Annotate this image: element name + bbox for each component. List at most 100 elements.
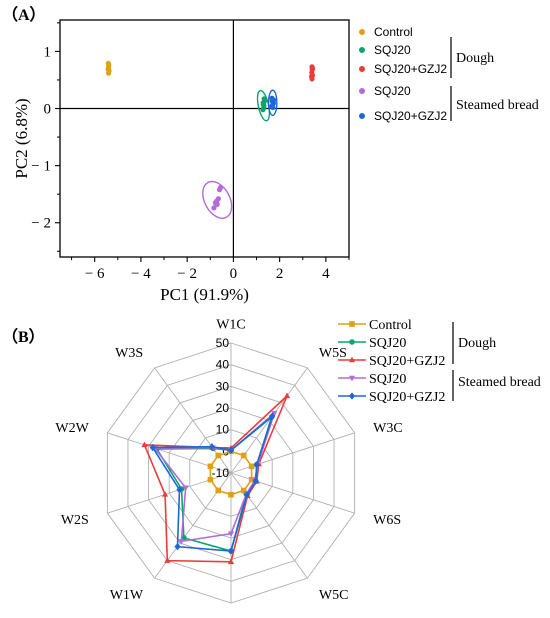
radar-point xyxy=(176,486,183,494)
score-point xyxy=(269,95,275,101)
radial-tick-label: 0 xyxy=(222,444,229,458)
score-point xyxy=(105,60,111,67)
x-tick-label: 4 xyxy=(322,266,330,282)
legend-marker xyxy=(348,392,356,400)
pca-legend: Control SQJ20 SQJ20+GZJ2 SQJ20 SQJ20+GZJ2 Dou… xyxy=(359,25,539,123)
legend-marker xyxy=(359,47,365,53)
legend-group-label: Dough xyxy=(456,51,494,66)
score-point xyxy=(308,73,315,80)
radial-tick-label: 30 xyxy=(216,379,230,393)
y-tick-label: − 2 xyxy=(31,216,51,232)
score-point xyxy=(211,205,217,211)
pca-chart: − 6 − 4 − 2 0 2 4 − 2 − 1 0 1 PC1 (91.9%) PC2 (6.8%… xyxy=(12,19,350,304)
radial-tick-label: 20 xyxy=(216,401,230,415)
radar-point xyxy=(207,476,214,483)
legend-marker xyxy=(359,29,365,35)
legend-label: SQJ20+GZJ2 xyxy=(369,354,445,369)
radial-tick-label: 50 xyxy=(216,336,230,350)
radar-point xyxy=(149,443,156,452)
legend-group-label: Dough xyxy=(458,336,496,351)
radar-legend: Control SQJ20 SQJ20+GZJ2 SQJ20 SQJ20+GZJ2 Dou… xyxy=(338,318,541,405)
score-point xyxy=(261,96,267,102)
radar-series-4 xyxy=(149,412,276,555)
confidence-ellipse xyxy=(267,89,278,117)
radial-tick-label: 40 xyxy=(216,358,230,372)
radar-point xyxy=(174,542,181,551)
y-axis-title: PC2 (6.8%) xyxy=(12,98,31,178)
legend-marker xyxy=(359,113,365,119)
confidence-ellipse xyxy=(202,180,233,219)
legend-label: SQJ20+GZJ2 xyxy=(374,62,447,76)
radar-axis-label: W1S xyxy=(217,617,245,618)
x-tick-label: 0 xyxy=(230,266,238,282)
radar-point xyxy=(240,487,247,494)
legend-label: SQJ20+GZJ2 xyxy=(374,109,447,123)
score-point xyxy=(215,196,221,202)
radar-axis-label: W1W xyxy=(110,588,144,603)
radar-point xyxy=(215,452,222,459)
radar-axis-label: W1C xyxy=(216,318,246,333)
radar-point xyxy=(243,491,250,499)
radar-point xyxy=(141,441,148,448)
radar-point xyxy=(227,547,235,555)
score-point xyxy=(216,187,223,193)
radar-axis-label: W2W xyxy=(55,421,89,436)
radar-chart: -10 0 10 20 30 40 50 W1C W5S W3C W6S W5C W1S W1W W2S W2… xyxy=(55,318,402,618)
radar-point xyxy=(253,460,260,469)
x-tick-label: − 6 xyxy=(85,266,105,282)
score-group-2 xyxy=(308,64,316,82)
score-point xyxy=(309,65,316,72)
legend-group-label: Steamed bread xyxy=(458,375,541,390)
score-group-4 xyxy=(267,89,278,117)
radar-point xyxy=(227,446,235,454)
score-group-3 xyxy=(202,180,233,219)
radar-point xyxy=(240,452,247,459)
legend-marker xyxy=(348,356,356,363)
legend-label: Control xyxy=(369,318,412,333)
score-group-1 xyxy=(256,89,271,122)
radar-axis-label: W5C xyxy=(319,588,349,603)
panel-b-label: （B） xyxy=(2,328,45,346)
legend-label: Control xyxy=(374,25,413,39)
radar-point xyxy=(182,485,189,492)
legend-label: SQJ20 xyxy=(374,43,411,57)
radar-point xyxy=(207,463,214,470)
radial-tick-label: -10 xyxy=(212,466,230,480)
legend-label: SQJ20 xyxy=(374,84,411,98)
score-point xyxy=(260,101,267,108)
radar-axis-label: W3S xyxy=(115,346,143,361)
legend-label: SQJ20+GZJ2 xyxy=(369,390,445,405)
legend-label: SQJ20 xyxy=(369,336,406,351)
legend-group-label: Steamed bread xyxy=(456,98,539,113)
radar-point xyxy=(208,443,215,451)
y-tick-label: 1 xyxy=(44,44,52,60)
legend-label: SQJ20 xyxy=(369,372,406,387)
y-tick-label: − 1 xyxy=(31,159,51,175)
y-tick-label: 0 xyxy=(44,102,52,118)
radar-point xyxy=(252,477,259,485)
radar-axis-label: W6S xyxy=(373,513,401,528)
score-group-0 xyxy=(105,60,112,76)
radar-point xyxy=(227,558,235,565)
x-axis-title: PC1 (91.9%) xyxy=(160,285,249,304)
radar-point xyxy=(248,476,255,483)
radar-axis-label: W5S xyxy=(319,346,347,361)
x-tick-label: − 4 xyxy=(131,266,151,282)
x-tick-label: − 2 xyxy=(177,266,197,282)
radar-point xyxy=(215,487,222,494)
radar-axis-label: W3C xyxy=(373,421,403,436)
radial-tick-label: 10 xyxy=(216,423,230,437)
score-point xyxy=(270,104,276,110)
radar-point xyxy=(164,557,171,563)
radar-point xyxy=(161,491,169,497)
radar-point xyxy=(271,411,278,417)
radar-axis-label: W2S xyxy=(61,513,89,528)
radar-point xyxy=(248,463,255,470)
legend-marker xyxy=(348,375,356,382)
radar-point xyxy=(269,412,276,420)
radar-point xyxy=(283,392,291,399)
legend-marker xyxy=(349,321,355,327)
legend-marker xyxy=(359,88,365,94)
panel-a-label: （A） xyxy=(2,6,46,24)
